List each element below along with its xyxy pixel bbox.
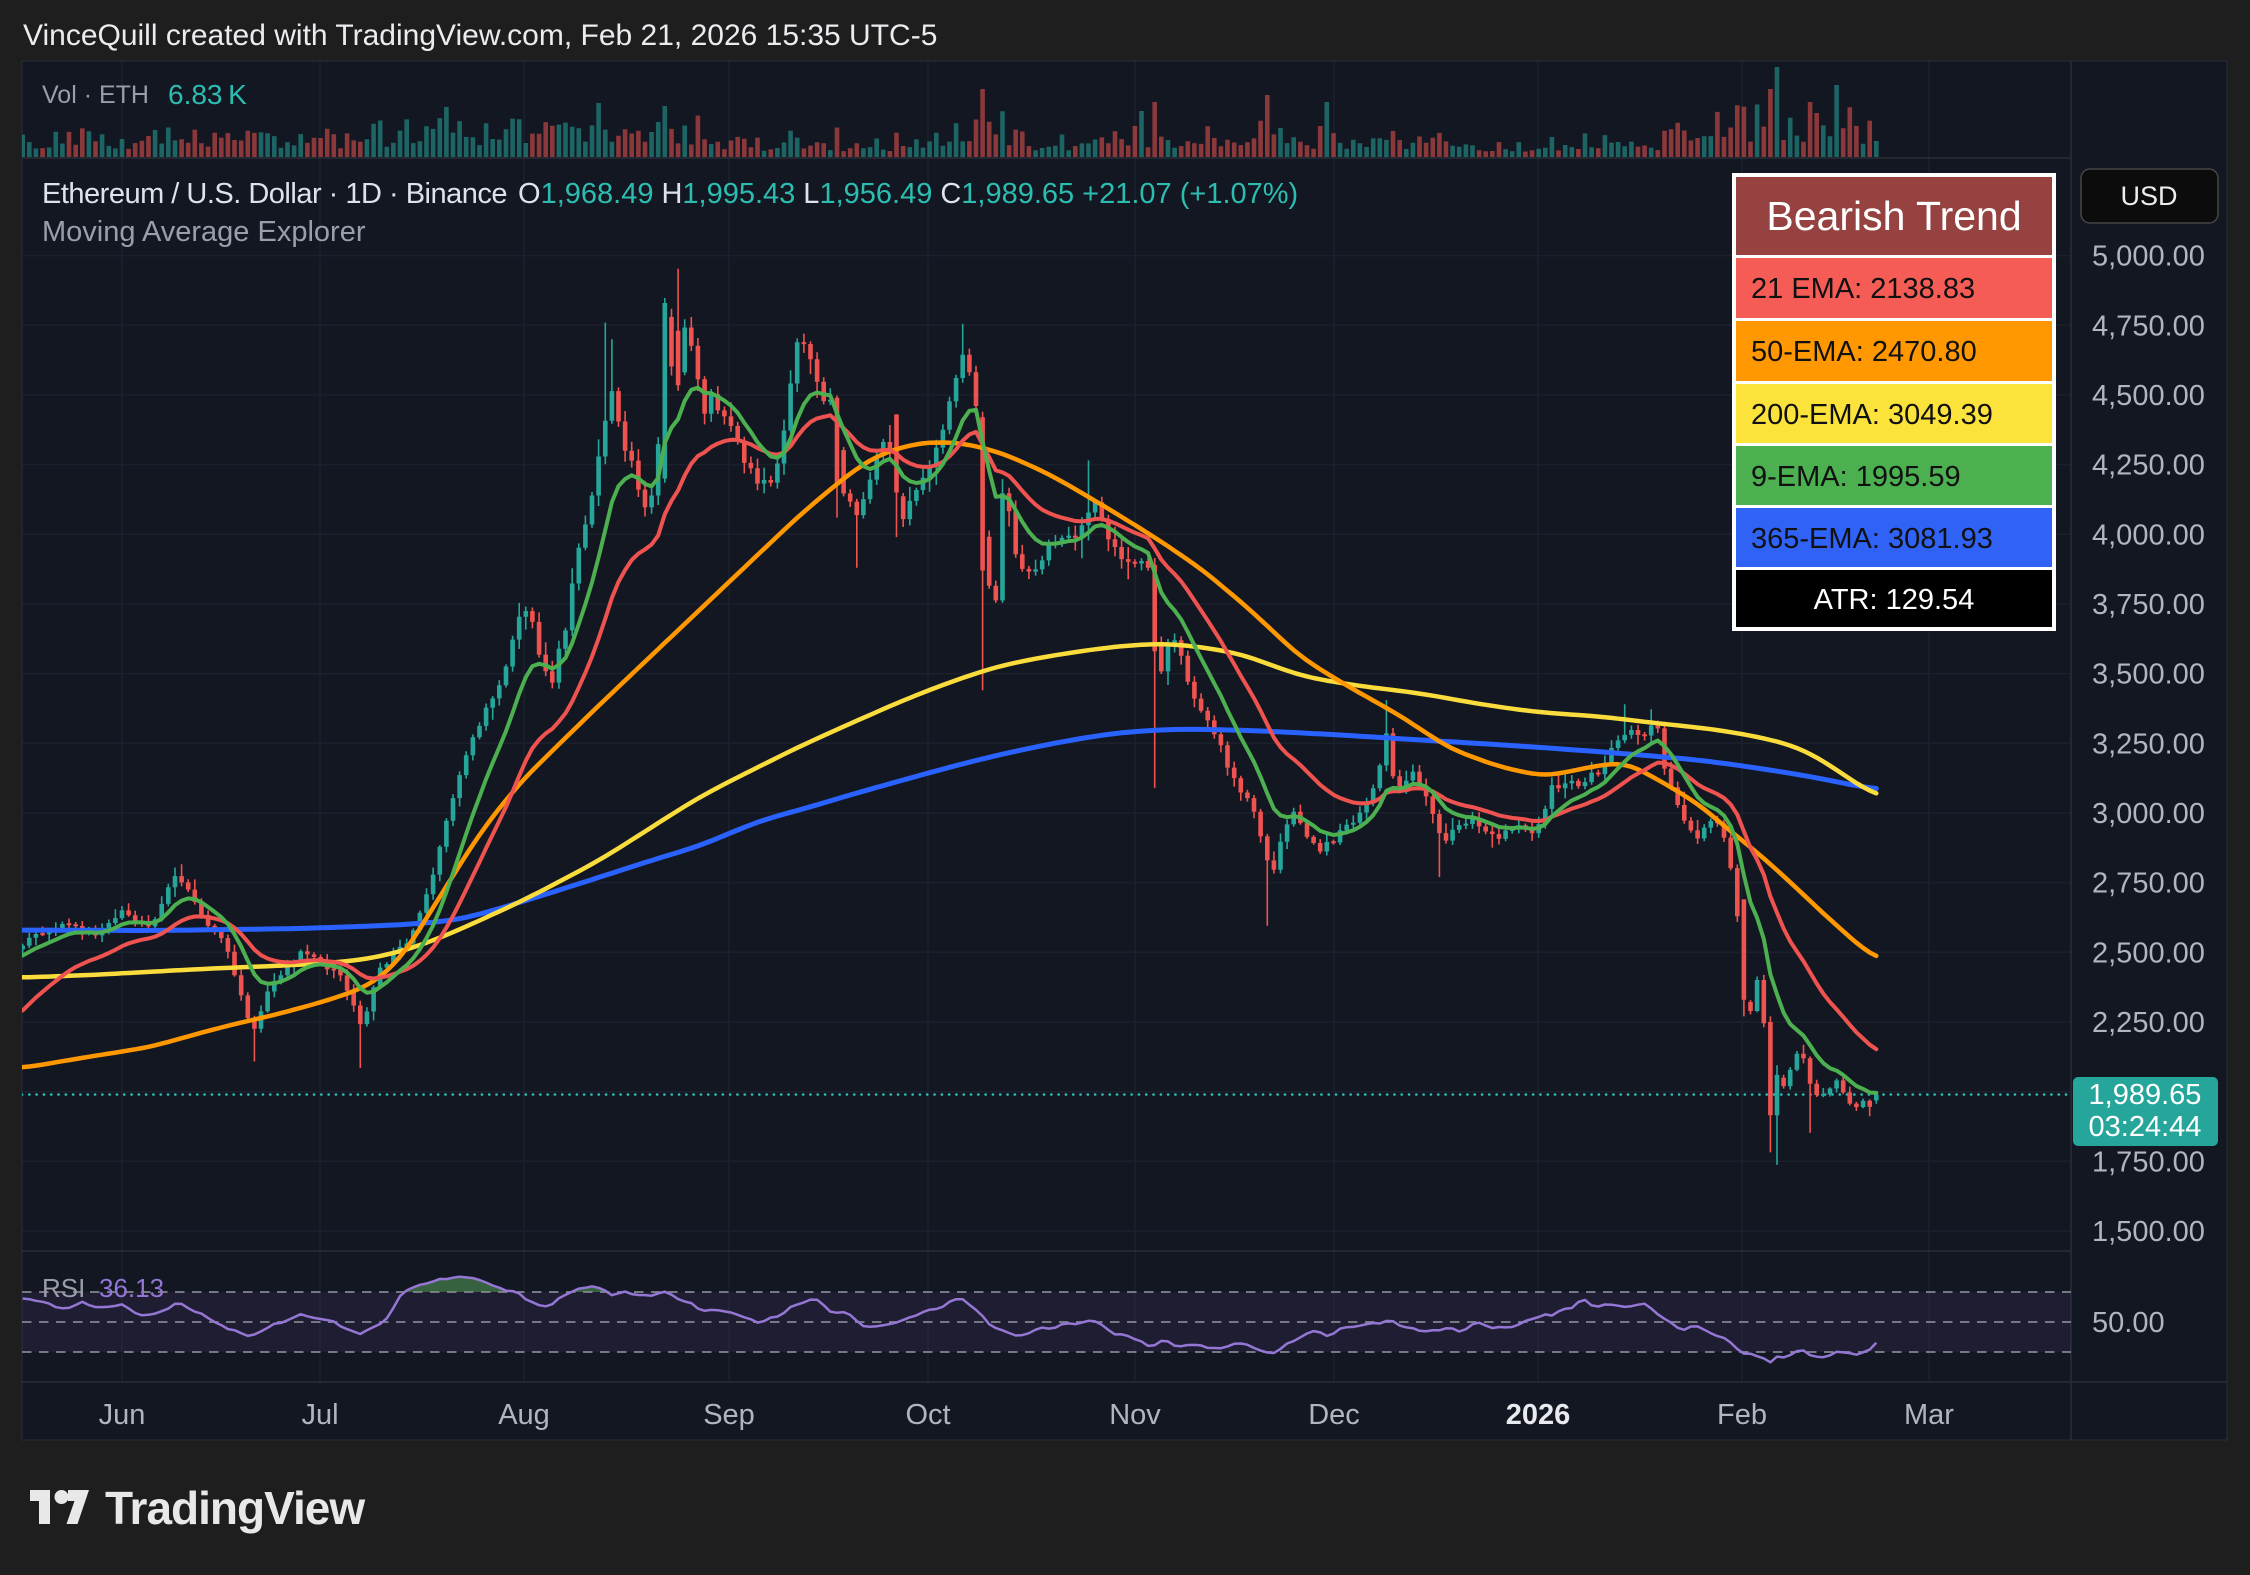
svg-text:Jul: Jul [301,1399,338,1431]
svg-text:Moving Average Explorer: Moving Average Explorer [42,216,366,248]
svg-text:2026: 2026 [1506,1399,1571,1431]
svg-text:Aug: Aug [498,1399,550,1431]
svg-text:Oct: Oct [905,1399,950,1431]
svg-text:Bearish Trend: Bearish Trend [1766,193,2021,239]
svg-text:4,500.00: 4,500.00 [2092,380,2205,412]
svg-text:1,500.00: 1,500.00 [2092,1216,2205,1248]
svg-text:RSI: RSI [42,1273,85,1303]
svg-text:Nov: Nov [1109,1399,1161,1431]
svg-text:2,250.00: 2,250.00 [2092,1007,2205,1039]
svg-text:36.13: 36.13 [99,1273,164,1303]
svg-text:50.00: 50.00 [2092,1307,2165,1339]
svg-text:9-EMA: 1995.59: 9-EMA: 1995.59 [1751,461,1961,493]
svg-text:2,750.00: 2,750.00 [2092,868,2205,900]
svg-text:21 EMA: 2138.83: 21 EMA: 2138.83 [1751,273,1975,305]
svg-text:Vol · ETH: Vol · ETH [42,81,149,109]
svg-text:ATR: 129.54: ATR: 129.54 [1814,584,1975,616]
svg-text:3,500.00: 3,500.00 [2092,659,2205,691]
svg-text:200-EMA: 3049.39: 200-EMA: 3049.39 [1751,399,1993,431]
svg-text:2,500.00: 2,500.00 [2092,937,2205,969]
svg-text:4,000.00: 4,000.00 [2092,519,2205,551]
svg-text:6.83 K: 6.83 K [168,79,247,110]
svg-text:Feb: Feb [1717,1399,1767,1431]
svg-text:Dec: Dec [1308,1399,1360,1431]
svg-text:Jun: Jun [99,1399,146,1431]
svg-text:Ethereum / U.S. Dollar · 1D ·: Ethereum / U.S. Dollar · 1D · Binance [42,178,507,210]
svg-text:50-EMA: 2470.80: 50-EMA: 2470.80 [1751,336,1977,368]
svg-text:3,250.00: 3,250.00 [2092,728,2205,760]
svg-text:TradingView: TradingView [105,1482,365,1534]
svg-text:365-EMA: 3081.93: 365-EMA: 3081.93 [1751,523,1993,555]
svg-text:VinceQuill created with Tradin: VinceQuill created with TradingView.com,… [23,19,937,52]
svg-text:4,750.00: 4,750.00 [2092,310,2205,342]
svg-text:1,750.00: 1,750.00 [2092,1146,2205,1178]
svg-text:Mar: Mar [1904,1399,1954,1431]
svg-text:1,989.65: 1,989.65 [2089,1079,2202,1111]
svg-text:5,000.00: 5,000.00 [2092,241,2205,273]
svg-text:4,250.00: 4,250.00 [2092,450,2205,482]
svg-text:Sep: Sep [703,1399,755,1431]
svg-text:03:24:44: 03:24:44 [2089,1111,2202,1143]
svg-text:3,750.00: 3,750.00 [2092,589,2205,621]
svg-text:3,000.00: 3,000.00 [2092,798,2205,830]
svg-text:USD: USD [2120,181,2177,211]
